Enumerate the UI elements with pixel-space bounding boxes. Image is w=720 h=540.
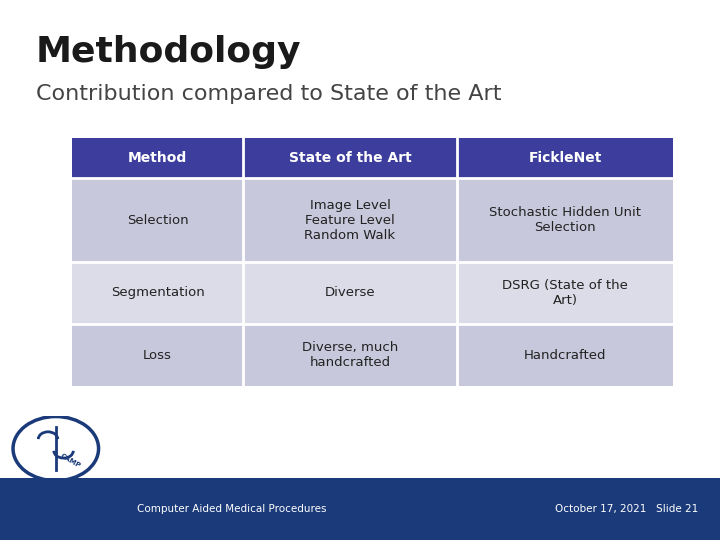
- Text: CAMP: CAMP: [59, 453, 81, 469]
- Text: Diverse, much
handcrafted: Diverse, much handcrafted: [302, 341, 398, 369]
- Text: Selection: Selection: [127, 213, 189, 227]
- Text: Image Level
Feature Level
Random Walk: Image Level Feature Level Random Walk: [305, 199, 395, 241]
- Text: Diverse: Diverse: [325, 286, 375, 300]
- Text: State of the Art: State of the Art: [289, 151, 411, 165]
- Text: Methodology: Methodology: [36, 35, 302, 69]
- Text: DSRG (State of the
Art): DSRG (State of the Art): [502, 279, 628, 307]
- Text: Loss: Loss: [143, 348, 172, 362]
- Text: Segmentation: Segmentation: [111, 286, 204, 300]
- Text: Stochastic Hidden Unit
Selection: Stochastic Hidden Unit Selection: [489, 206, 641, 234]
- Text: Handcrafted: Handcrafted: [523, 348, 606, 362]
- Text: Computer Aided Medical Procedures: Computer Aided Medical Procedures: [137, 504, 326, 514]
- Text: FickleNet: FickleNet: [528, 151, 602, 165]
- Text: Method: Method: [128, 151, 187, 165]
- Text: Contribution compared to State of the Art: Contribution compared to State of the Ar…: [36, 84, 502, 104]
- Text: October 17, 2021   Slide 21: October 17, 2021 Slide 21: [555, 504, 698, 514]
- Circle shape: [13, 416, 99, 481]
